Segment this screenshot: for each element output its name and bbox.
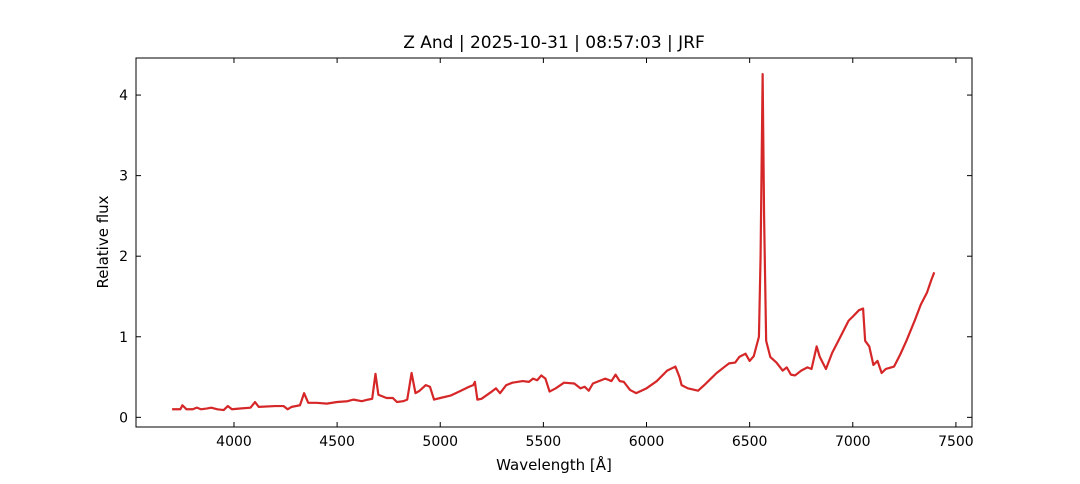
x-tick-label: 4000 [216, 434, 252, 450]
plot-frame [135, 57, 973, 428]
x-tick-label: 7500 [938, 434, 974, 450]
x-axis-label: Wavelength [Å] [496, 455, 612, 474]
x-tick-label: 6000 [629, 434, 665, 450]
chart-title: Z And | 2025-10-31 | 08:57:03 | JRF [403, 33, 705, 53]
x-tick-label: 5000 [422, 434, 458, 450]
spectrum-line [172, 73, 936, 412]
y-tick-label: 3 [119, 169, 128, 185]
x-tick-label: 5500 [526, 434, 562, 450]
y-tick-label: 4 [119, 88, 128, 104]
x-tick-label: 7000 [835, 434, 871, 450]
y-tick-label: 2 [119, 249, 128, 265]
y-tick-label: 0 [119, 410, 128, 426]
y-axis-label: Relative flux [94, 195, 112, 288]
x-tick-label: 4500 [319, 434, 355, 450]
y-tick-label: 1 [119, 330, 128, 346]
x-tick-label: 6500 [732, 434, 768, 450]
